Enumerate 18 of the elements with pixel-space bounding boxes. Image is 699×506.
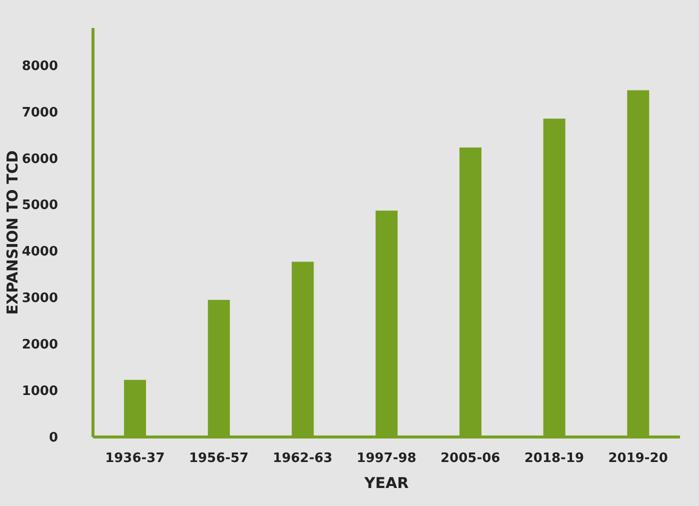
x-tick-label: 1962-63 xyxy=(272,451,332,466)
y-axis-title: EXPANSION TO TCD xyxy=(3,150,22,315)
y-tick-label: 1000 xyxy=(22,384,58,400)
y-tick-label: 4000 xyxy=(22,244,58,260)
y-tick-label: 5000 xyxy=(22,198,58,214)
x-tick-label: 1956-57 xyxy=(188,451,249,466)
y-tick-label: 8000 xyxy=(22,58,58,74)
x-tick-label: 2018-19 xyxy=(524,451,584,466)
y-tick-label: 3000 xyxy=(22,291,58,306)
x-tick-label: 2005-06 xyxy=(440,451,500,466)
x-axis-title: YEAR xyxy=(363,474,410,492)
x-tick-label: 1997-98 xyxy=(356,451,416,466)
y-tick-label: 7000 xyxy=(22,105,58,120)
x-tick-label: 1936-37 xyxy=(105,451,165,466)
x-tick-label: 2019-20 xyxy=(608,451,668,466)
y-tick-label: 0 xyxy=(48,430,58,446)
y-tick-label: 6000 xyxy=(22,152,58,167)
y-tick-label: 2000 xyxy=(22,338,58,353)
